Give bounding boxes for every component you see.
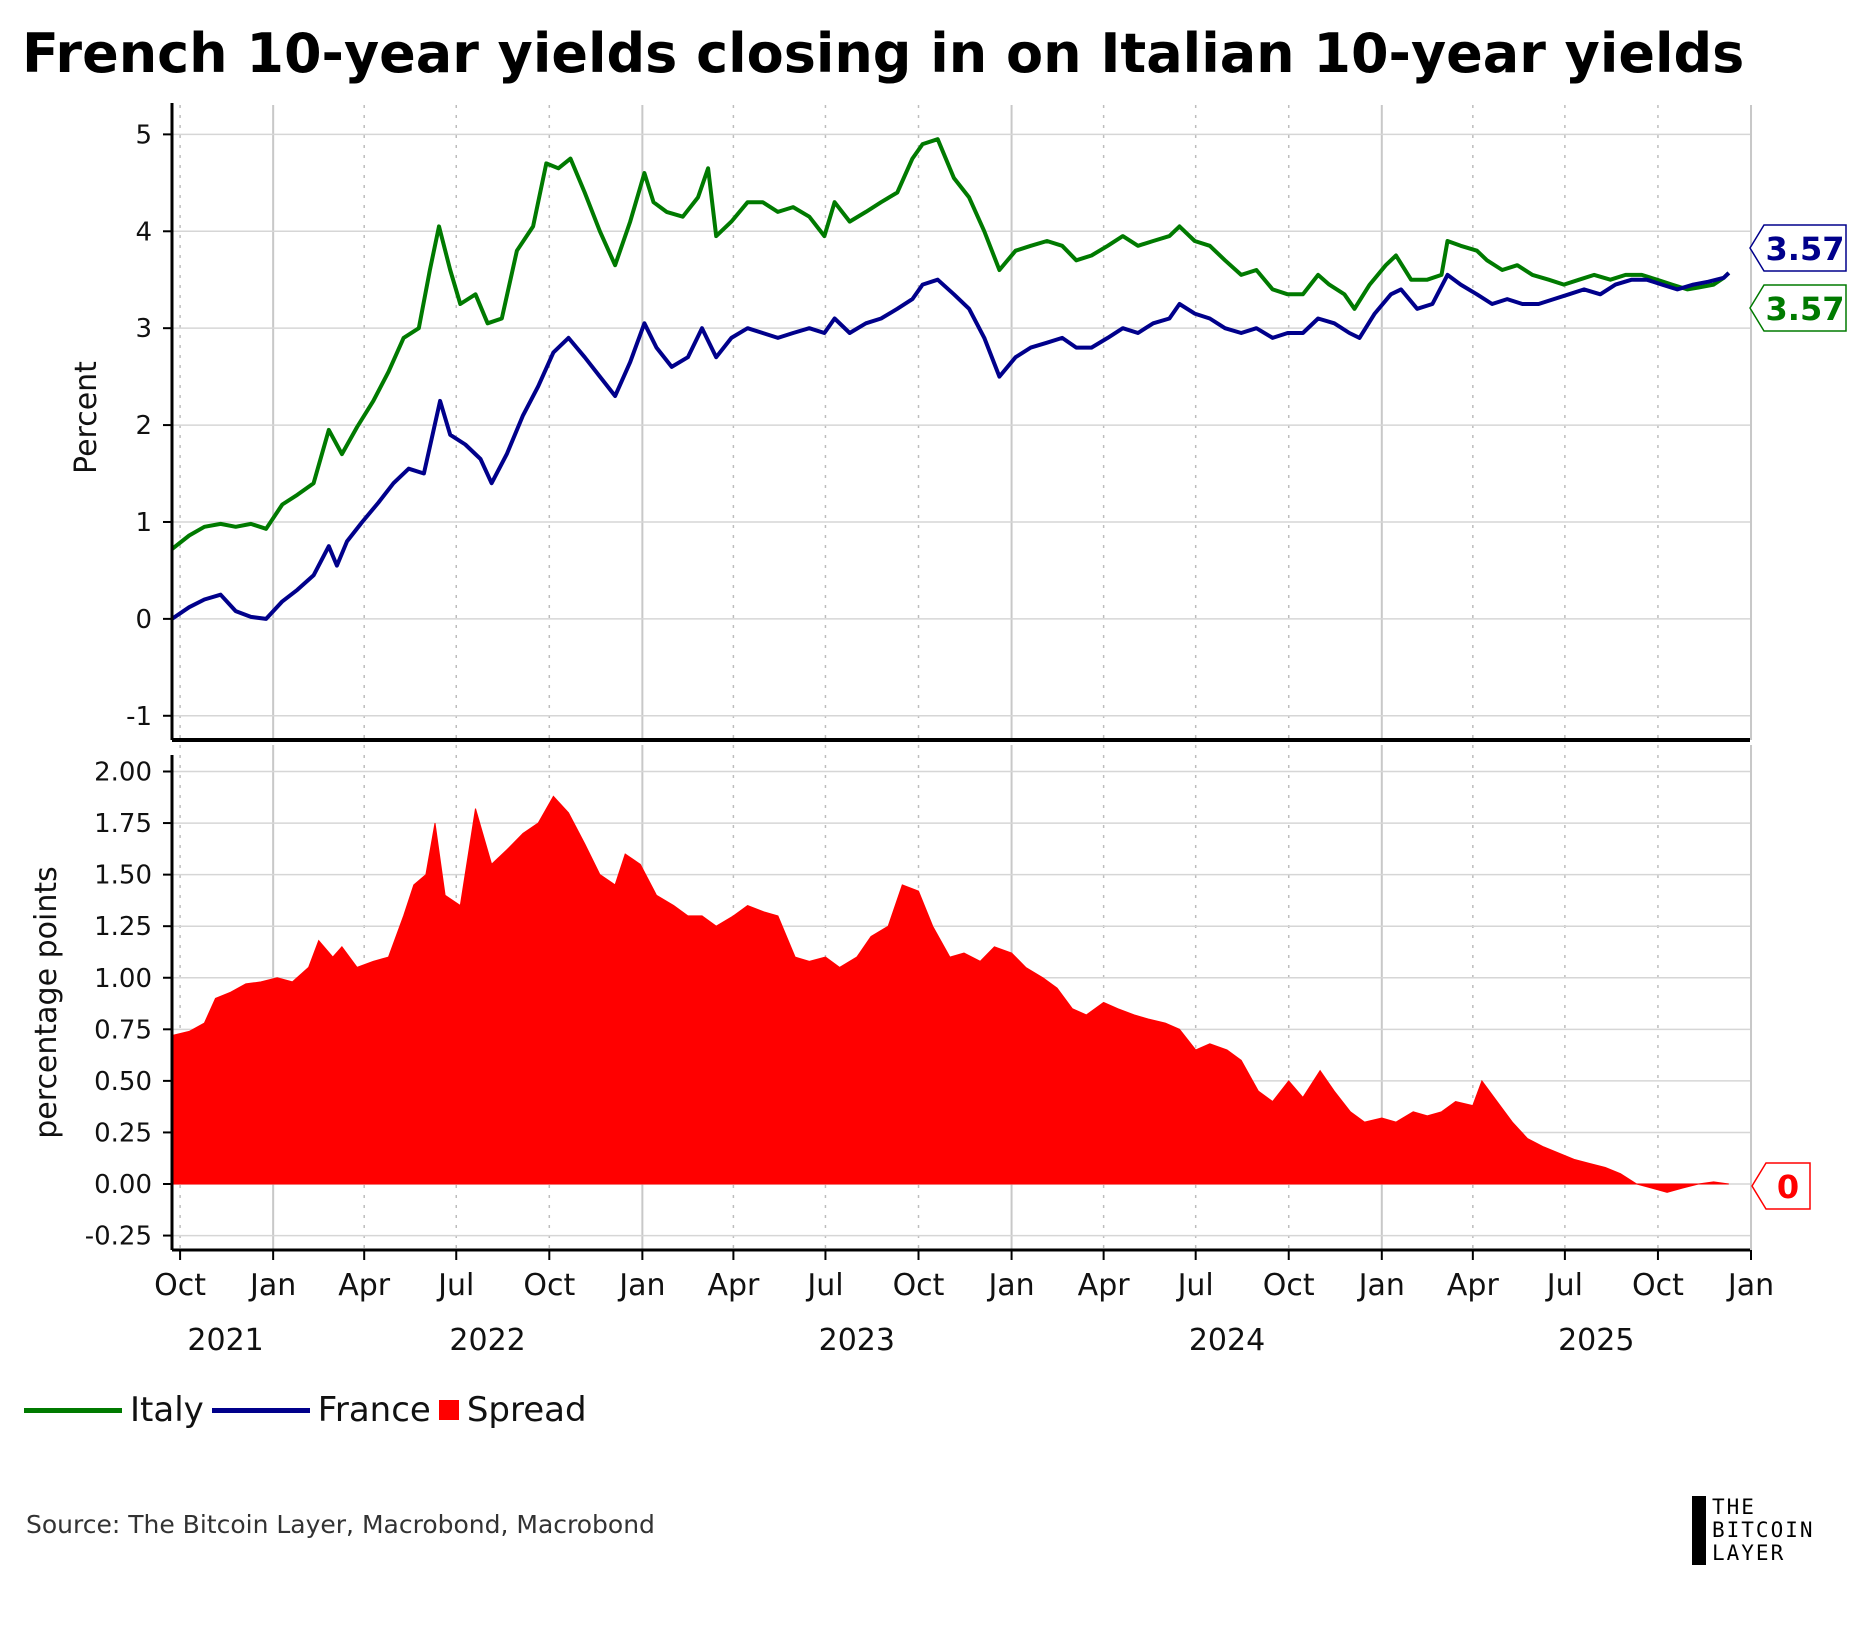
top-ytick-label-6: -1 [126, 702, 152, 732]
bottom-y-axis-title: percentage points [29, 866, 64, 1138]
bottom-ytick-label-5: 0.75 [94, 1015, 152, 1045]
year-label-0: 2021 [187, 1323, 263, 1358]
spread-area [171, 795, 1729, 1193]
xtick-label-0: Oct [154, 1268, 206, 1303]
legend-item-france: France [211, 1390, 431, 1430]
xtick-label-11: Jul [1176, 1268, 1214, 1303]
logo-bar [1692, 1496, 1706, 1565]
xtick-label-6: Apr [707, 1268, 760, 1303]
top-ytick-label-1: 4 [135, 217, 152, 247]
xtick-label-12: Oct [1263, 1268, 1315, 1303]
legend-item-italy: Italy [24, 1390, 204, 1430]
bottom-ytick-label-2: 1.50 [94, 861, 152, 891]
source-note: Source: The Bitcoin Layer, Macrobond, Ma… [26, 1510, 655, 1539]
legend: Italy France Spread [24, 1390, 595, 1430]
xtick-label-17: Jan [1726, 1268, 1774, 1303]
spread-last-value-box [1751, 1162, 1811, 1210]
top-ytick-label-0: 5 [135, 120, 152, 150]
bottom-ytick-label-0: 2.00 [94, 758, 152, 788]
xtick-label-14: Apr [1447, 1268, 1500, 1303]
logo-line-1: THE [1712, 1495, 1756, 1519]
xtick-label-15: Jul [1545, 1268, 1583, 1303]
legend-swatch-spread [438, 1400, 459, 1420]
italy-last-value-label: 3.57 [1766, 290, 1845, 328]
chart-title: French 10-year yields closing in on Ital… [22, 22, 1745, 85]
italy-last-value-box [1749, 284, 1847, 332]
bottom-ytick-label-8: 0.00 [94, 1170, 152, 1200]
bottom-ytick-label-4: 1.00 [94, 964, 152, 994]
legend-swatch-france [211, 1407, 310, 1413]
year-label-3: 2024 [1189, 1323, 1265, 1358]
top-ytick-label-2: 3 [135, 314, 152, 344]
france-line [170, 271, 1731, 621]
year-label-2: 2023 [819, 1323, 895, 1358]
xtick-label-1: Jan [248, 1268, 296, 1303]
bottom-ytick-label-9: -0.25 [85, 1222, 152, 1252]
xtick-label-5: Jan [617, 1268, 665, 1303]
bottom-ytick-label-6: 0.50 [94, 1067, 152, 1097]
top-ytick-label-5: 0 [135, 605, 152, 635]
xtick-label-9: Jan [986, 1268, 1034, 1303]
xtick-label-10: Apr [1078, 1268, 1131, 1303]
year-label-1: 2022 [449, 1323, 525, 1358]
xtick-label-13: Jan [1357, 1268, 1405, 1303]
xtick-label-4: Oct [523, 1268, 575, 1303]
bottom-ytick-label-7: 0.25 [94, 1118, 152, 1148]
france-last-value-label: 3.57 [1766, 230, 1845, 268]
logo-text: THE BITCOIN LAYER [1712, 1496, 1815, 1565]
xtick-label-2: Apr [338, 1268, 391, 1303]
spread-last-value-label: 0 [1777, 1168, 1799, 1206]
xtick-label-7: Jul [805, 1268, 843, 1303]
italy-line [170, 137, 1731, 551]
xtick-label-8: Oct [893, 1268, 945, 1303]
year-label-4: 2025 [1558, 1323, 1634, 1358]
top-y-axis-title: Percent [69, 361, 104, 474]
top-ytick-label-3: 2 [135, 411, 152, 441]
legend-swatch-italy [24, 1407, 122, 1413]
top-ytick-label-4: 1 [135, 508, 152, 538]
legend-label-italy: Italy [130, 1390, 204, 1430]
logo-line-3: LAYER [1712, 1541, 1786, 1565]
legend-item-spread: Spread [438, 1390, 587, 1430]
xtick-label-3: Jul [436, 1268, 474, 1303]
logo-line-2: BITCOIN [1712, 1518, 1815, 1542]
xtick-label-16: Oct [1632, 1268, 1684, 1303]
france-last-value-box [1749, 224, 1847, 272]
legend-label-france: France [317, 1390, 431, 1430]
brand-logo: THE BITCOIN LAYER [1692, 1496, 1815, 1565]
bottom-ytick-label-1: 1.75 [94, 809, 152, 839]
bottom-ytick-label-3: 1.25 [94, 912, 152, 942]
legend-label-spread: Spread [466, 1390, 587, 1430]
